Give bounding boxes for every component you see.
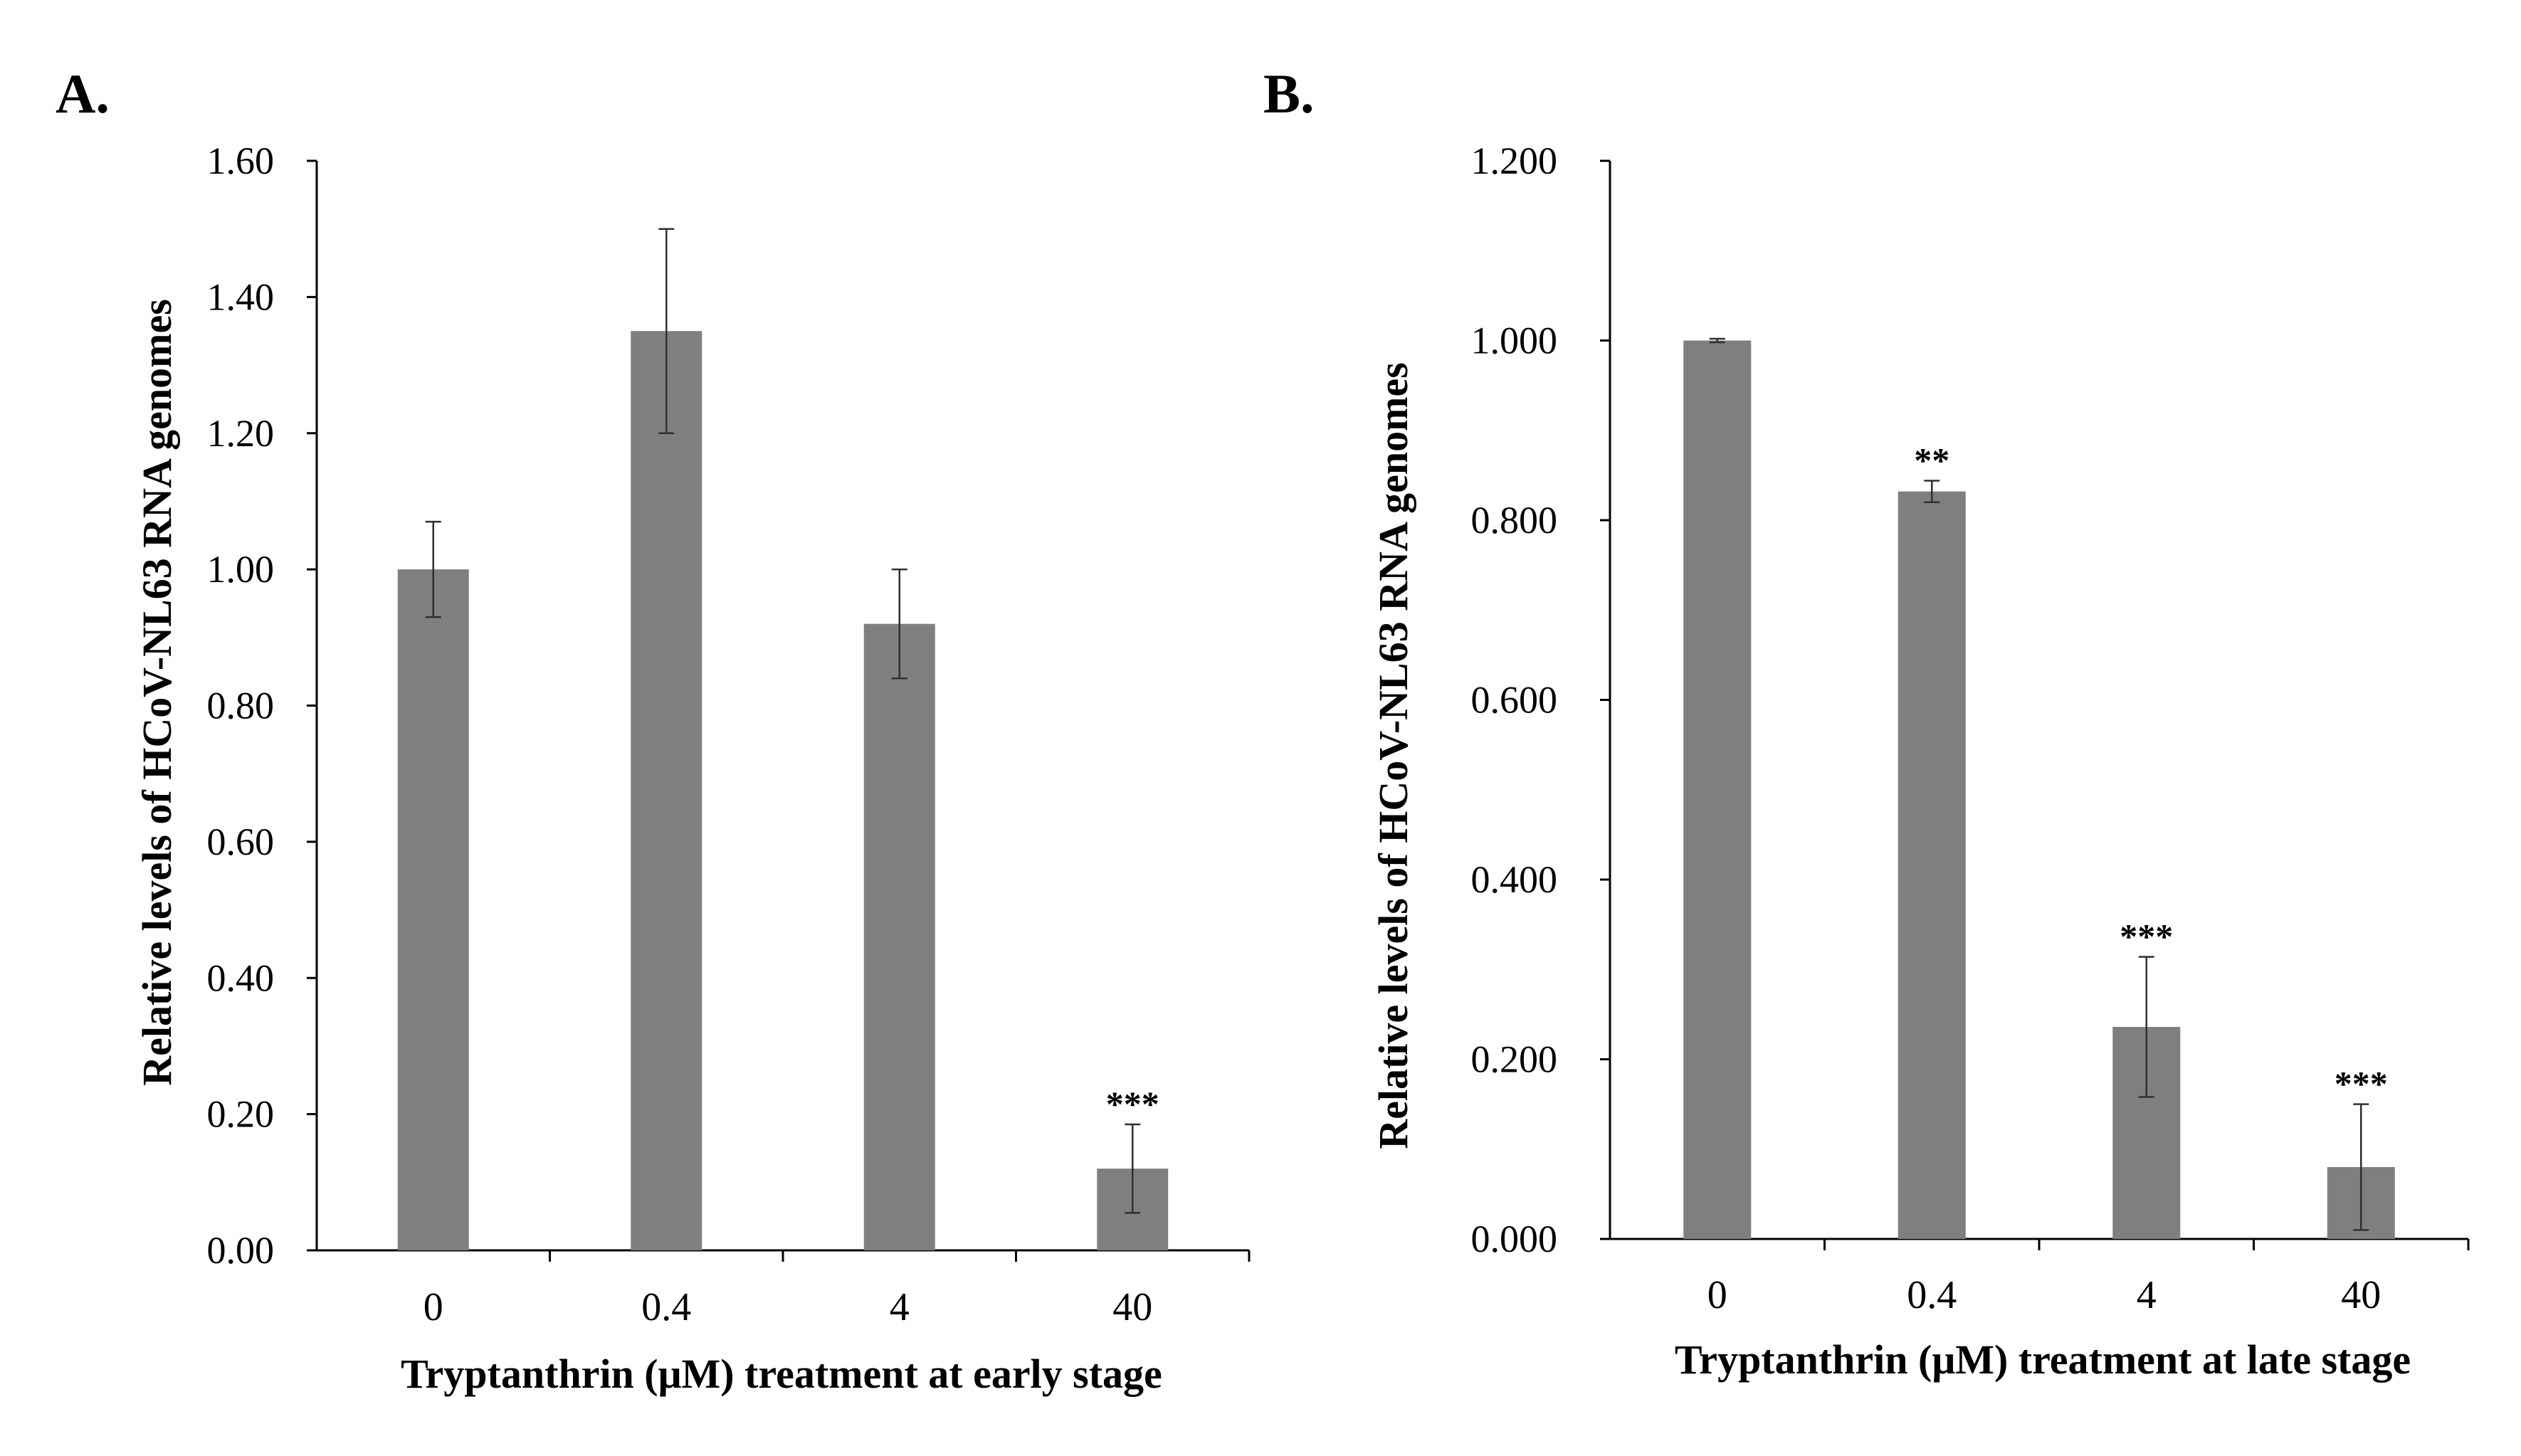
panel-b-x-axis-title: Tryptanthrin (μM) treatment at late stag… xyxy=(1675,1336,2411,1383)
panel-b-bar-0 xyxy=(1683,340,1752,1239)
panel-a-y-tick-label: 0.80 xyxy=(207,685,275,727)
panel-b-bar-1 xyxy=(1898,491,1966,1239)
panel-b-y-tick-label: 1.000 xyxy=(1471,320,1558,362)
panel-b-y-axis-title: Relative levels of HCoV-NL63 RNA genomes xyxy=(1370,362,1416,1149)
panel-b-chart: B. Relative levels of HCoV-NL63 RNA geno… xyxy=(1263,63,2470,1383)
panel-b-x-tick-label: 0 xyxy=(1707,1273,1727,1317)
panel-b-significance-2: *** xyxy=(2120,917,2173,956)
panel-a-y-tick-label: 1.40 xyxy=(207,275,275,318)
panel-b-significance-1: ** xyxy=(1914,440,1949,480)
panel-b-y-tick-label: 1.200 xyxy=(1471,139,1558,182)
panel-b-x-tick-label: 0.4 xyxy=(1907,1273,1957,1317)
panel-a-x-tick-label: 0 xyxy=(423,1285,443,1329)
panel-b-y-tick-label: 0.200 xyxy=(1471,1038,1558,1081)
panel-a-y-axis-title: Relative levels of HCoV-NL63 RNA genomes xyxy=(134,299,180,1086)
panel-a-y-tick-label: 0.20 xyxy=(207,1093,275,1136)
panel-a-y-tick-label: 0.60 xyxy=(207,821,275,863)
panel-a-bar-2 xyxy=(863,623,935,1250)
panel-a-chart: A. Relative levels of HCoV-NL63 RNA geno… xyxy=(56,63,1251,1397)
panel-b-y-tick-label: 0.000 xyxy=(1471,1218,1558,1260)
panel-a-y-tick-label: 1.00 xyxy=(207,548,275,591)
panel-a-y-tick-label: 1.20 xyxy=(207,412,275,455)
panel-a-bar-0 xyxy=(397,569,469,1250)
panel-a-y-tick-label: 0.40 xyxy=(207,956,275,999)
panel-b-y-tick-label: 0.600 xyxy=(1471,679,1558,722)
panel-a-x-axis-title: Tryptanthrin (μM) treatment at early sta… xyxy=(401,1351,1162,1397)
panel-b-x-tick-label: 4 xyxy=(2137,1273,2157,1317)
panel-b-y-tick-label: 0.800 xyxy=(1471,499,1558,542)
panel-a-y-tick-label: 0.00 xyxy=(207,1229,275,1272)
panel-b-y-tick-label: 0.400 xyxy=(1471,858,1558,901)
panel-a-label: A. xyxy=(56,63,110,125)
panel-a-x-tick-label: 0.4 xyxy=(641,1285,691,1329)
panel-b-significance-3: *** xyxy=(2335,1064,2388,1104)
panel-a-significance-3: *** xyxy=(1106,1084,1159,1124)
panel-b-x-tick-label: 40 xyxy=(2341,1273,2381,1317)
panel-b-label: B. xyxy=(1263,63,1315,125)
panel-a-bar-1 xyxy=(631,331,702,1250)
panel-a-x-tick-label: 4 xyxy=(890,1285,910,1329)
panel-a-y-tick-label: 1.60 xyxy=(207,139,275,182)
panel-a-x-tick-label: 40 xyxy=(1112,1285,1152,1329)
